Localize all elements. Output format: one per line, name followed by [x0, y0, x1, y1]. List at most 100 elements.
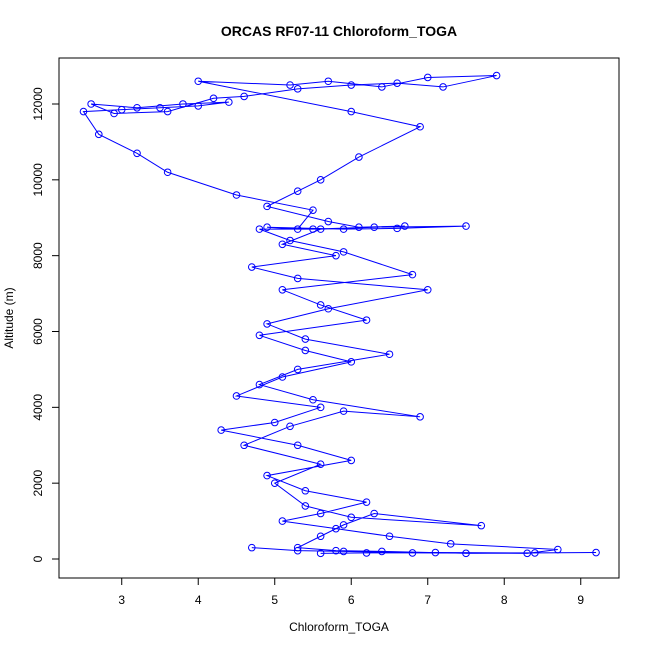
data-point — [301, 502, 310, 510]
data-point — [339, 248, 348, 256]
y-tick-label: 12000 — [31, 87, 45, 121]
data-point — [301, 346, 310, 355]
data-point — [316, 301, 325, 309]
data-point — [278, 373, 287, 381]
data-point — [416, 122, 424, 131]
data-point — [247, 543, 256, 552]
data-point — [523, 549, 531, 558]
data-point — [255, 225, 264, 233]
data-point — [278, 240, 287, 249]
data-point — [400, 222, 409, 230]
data-point — [255, 380, 264, 389]
data-point — [270, 418, 279, 427]
data-point — [94, 130, 103, 139]
data-point — [355, 223, 363, 232]
data-point — [324, 304, 333, 313]
data-point — [423, 73, 432, 82]
data-point — [362, 316, 371, 324]
x-tick-label: 4 — [195, 593, 202, 607]
data-point — [263, 320, 271, 328]
data-point — [316, 549, 325, 558]
data-point — [378, 547, 386, 556]
data-point — [355, 153, 363, 161]
data-point — [339, 547, 348, 556]
data-point — [163, 107, 172, 116]
data-point — [492, 71, 501, 80]
x-axis-label: Chloroform_TOGA — [289, 620, 389, 634]
data-point — [194, 77, 203, 86]
data-point — [278, 285, 287, 294]
data-point — [163, 168, 172, 177]
data-point — [286, 236, 294, 245]
data-point — [332, 546, 340, 555]
data-point — [553, 545, 562, 554]
data-point — [263, 471, 271, 480]
data-point — [263, 202, 271, 211]
data-point — [309, 395, 317, 404]
data-point — [347, 81, 356, 89]
data-point — [240, 92, 248, 101]
data-point — [316, 403, 325, 412]
y-tick-label: 10000 — [31, 163, 45, 197]
data-point — [370, 223, 378, 232]
data-point — [462, 222, 470, 230]
data-point — [316, 509, 325, 518]
data-point — [347, 456, 356, 465]
data-point — [316, 460, 325, 469]
y-tick-label: 8000 — [31, 242, 45, 269]
data-point — [263, 223, 271, 232]
data-point — [439, 83, 447, 91]
data-point — [339, 407, 348, 415]
y-tick-label: 4000 — [31, 394, 45, 421]
data-point — [293, 85, 302, 93]
data-point — [393, 79, 401, 87]
data-point — [301, 335, 310, 343]
y-axis-label: Altitude (m) — [2, 287, 16, 348]
data-point — [347, 358, 356, 366]
y-tick-label: 2000 — [31, 469, 45, 496]
data-point — [293, 546, 302, 555]
data-point — [79, 107, 88, 116]
data-point — [156, 103, 164, 112]
data-point — [209, 94, 218, 103]
data-point — [339, 521, 348, 529]
data-point — [339, 225, 348, 233]
data-point — [293, 187, 302, 196]
data-point — [110, 109, 118, 118]
data-point — [531, 549, 539, 557]
data-point — [309, 206, 317, 214]
data-point — [408, 549, 417, 557]
data-point — [347, 107, 356, 116]
data-point — [301, 486, 310, 495]
data-point — [316, 225, 325, 233]
data-point — [278, 517, 287, 525]
data-line — [82, 75, 597, 554]
data-point — [225, 98, 233, 106]
x-tick-label: 8 — [501, 593, 508, 607]
x-tick-label: 7 — [424, 593, 431, 607]
y-tick-label: 0 — [31, 555, 45, 562]
data-point — [446, 540, 455, 548]
data-point — [423, 285, 432, 294]
x-tick-label: 9 — [577, 593, 584, 607]
data-point — [217, 426, 225, 434]
data-point — [324, 217, 333, 226]
data-point — [378, 83, 386, 91]
data-point — [316, 176, 325, 184]
chart-title: ORCAS RF07-11 Chloroform_TOGA — [221, 23, 457, 39]
data-point — [232, 191, 241, 199]
data-point — [293, 365, 302, 374]
data-point — [232, 392, 241, 400]
data-point — [270, 479, 279, 487]
data-point — [324, 77, 333, 86]
data-point — [179, 100, 187, 108]
data-point — [385, 350, 394, 359]
data-point — [293, 543, 302, 552]
data-point — [117, 105, 126, 114]
data-point — [592, 548, 600, 557]
data-point — [462, 549, 470, 558]
data-point — [247, 263, 256, 271]
data-point — [362, 549, 371, 557]
data-point — [385, 532, 394, 541]
